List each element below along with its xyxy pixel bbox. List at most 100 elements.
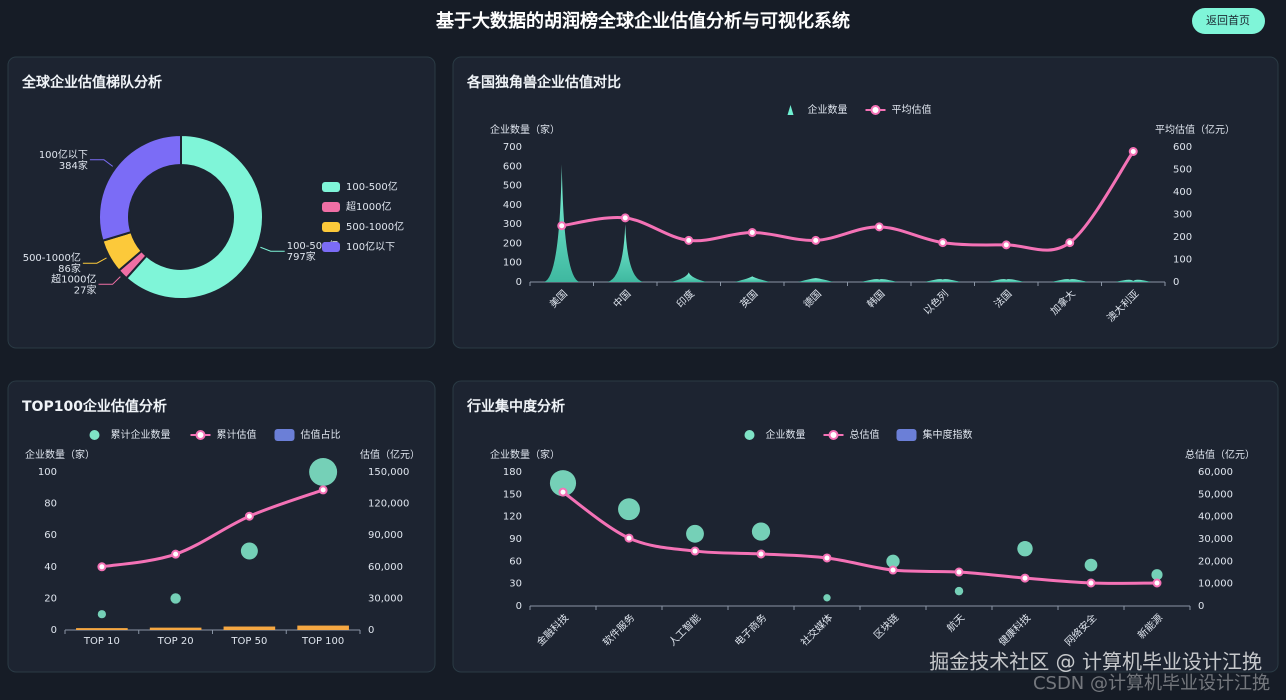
panel-title: 全球企业估值梯队分析 xyxy=(21,74,162,91)
bubble xyxy=(751,522,771,541)
y-tick-label: 20 xyxy=(44,593,57,604)
spike xyxy=(1051,279,1088,282)
y-tick-label: 500 xyxy=(503,181,522,192)
y2-axis-title: 平均估值（亿元） xyxy=(1155,123,1235,136)
y-tick-label: 0 xyxy=(51,625,57,636)
y2-tick-label: 0 xyxy=(1198,601,1204,612)
legend-label: 累计估值 xyxy=(217,428,257,441)
spike xyxy=(1115,279,1152,282)
line-point xyxy=(756,549,766,559)
pie-slice xyxy=(98,133,182,242)
y-tick-label: 700 xyxy=(503,142,522,153)
y-tick-label: 0 xyxy=(516,601,522,612)
legend-label: 企业数量 xyxy=(766,428,806,441)
y2-tick-label: 400 xyxy=(1173,187,1192,198)
line-point xyxy=(624,533,634,543)
watermark: CSDN @计算机毕业设计江挽 xyxy=(1033,673,1270,694)
legend-label: 累计企业数量 xyxy=(111,428,171,441)
y2-tick-label: 300 xyxy=(1173,210,1192,221)
legend-label: 总估值 xyxy=(850,428,880,441)
legend-icon xyxy=(274,429,295,441)
y2-axis-title: 总估值（亿元） xyxy=(1185,448,1255,461)
y-tick-label: 100 xyxy=(38,467,57,478)
line-point xyxy=(1086,578,1096,588)
line-point xyxy=(747,228,757,237)
bar xyxy=(223,626,276,630)
y2-tick-label: 500 xyxy=(1173,165,1192,176)
legend-icon xyxy=(896,429,917,441)
bar xyxy=(297,625,349,630)
bubble xyxy=(886,554,900,568)
line-point xyxy=(171,549,181,559)
y2-tick-label: 30,000 xyxy=(1198,534,1233,545)
y-tick-label: 400 xyxy=(503,200,522,211)
y-tick-label: 60 xyxy=(44,530,57,541)
legend-icon xyxy=(870,105,881,115)
y-tick-label: 150 xyxy=(503,489,522,500)
panel xyxy=(7,56,436,349)
slice-label: 100亿以下 xyxy=(39,148,88,161)
pie-slice xyxy=(125,133,264,300)
line-point xyxy=(244,511,254,521)
line xyxy=(562,490,1158,585)
y-tick-label: 0 xyxy=(516,277,522,288)
bubble xyxy=(1084,558,1098,572)
y-tick-label: 60 xyxy=(509,556,522,567)
y2-tick-label: 50,000 xyxy=(1198,489,1233,500)
y2-tick-label: 120,000 xyxy=(368,499,409,510)
line-point xyxy=(1001,240,1011,250)
legend-swatch xyxy=(322,242,340,252)
line-point xyxy=(557,221,567,231)
legend-icon xyxy=(89,430,100,440)
legend-label: 500-1000亿 xyxy=(346,220,404,233)
bubble xyxy=(618,498,640,521)
y2-tick-label: 40,000 xyxy=(1198,512,1233,523)
line-point xyxy=(684,235,694,245)
bubble xyxy=(170,593,181,604)
line-point xyxy=(690,546,700,556)
line-point xyxy=(822,553,832,563)
y2-tick-label: 0 xyxy=(1173,277,1179,288)
bubble xyxy=(1151,569,1163,581)
spike xyxy=(924,279,961,282)
y-tick-label: 180 xyxy=(503,467,522,478)
x-tick-label: TOP 100 xyxy=(301,636,344,647)
watermark: 掘金技术社区 @ 计算机毕业设计江挽 xyxy=(929,650,1262,674)
home-button-label[interactable]: 返回首页 xyxy=(1206,13,1250,27)
bar xyxy=(76,628,128,630)
y-tick-label: 80 xyxy=(44,499,57,510)
y-tick-label: 40 xyxy=(44,562,57,573)
legend-swatch xyxy=(322,222,340,232)
bubble xyxy=(823,594,831,602)
legend-icon xyxy=(744,430,755,440)
home-button[interactable] xyxy=(1192,8,1265,34)
line-point xyxy=(938,238,948,248)
slice-value: 27家 xyxy=(74,283,97,296)
bubble xyxy=(309,458,338,486)
page-title: 基于大数据的胡润榜全球企业估值分析与可视化系统 xyxy=(435,10,850,32)
y2-tick-label: 150,000 xyxy=(368,467,409,478)
legend-label: 集中度指数 xyxy=(923,428,973,441)
x-tick-label: TOP 20 xyxy=(157,636,194,647)
y2-tick-label: 20,000 xyxy=(1198,556,1233,567)
line-point xyxy=(620,213,630,223)
panel-title: TOP100企业估值分析 xyxy=(22,398,167,415)
y-tick-label: 120 xyxy=(503,512,522,523)
line-point xyxy=(811,235,821,245)
y2-tick-label: 100 xyxy=(1173,255,1192,266)
y2-tick-label: 30,000 xyxy=(368,593,403,604)
y-tick-label: 300 xyxy=(503,219,522,230)
slice-value: 797家 xyxy=(287,250,316,263)
line-point xyxy=(1065,238,1075,248)
leader-line xyxy=(82,257,107,264)
y-tick-label: 100 xyxy=(503,258,522,269)
bubble xyxy=(97,610,106,619)
bubble xyxy=(686,524,704,543)
spike xyxy=(670,272,707,282)
spike xyxy=(988,279,1025,282)
y2-tick-label: 60,000 xyxy=(368,562,403,573)
line-point xyxy=(874,222,884,232)
line-point xyxy=(97,562,107,572)
line-point xyxy=(1020,573,1030,583)
